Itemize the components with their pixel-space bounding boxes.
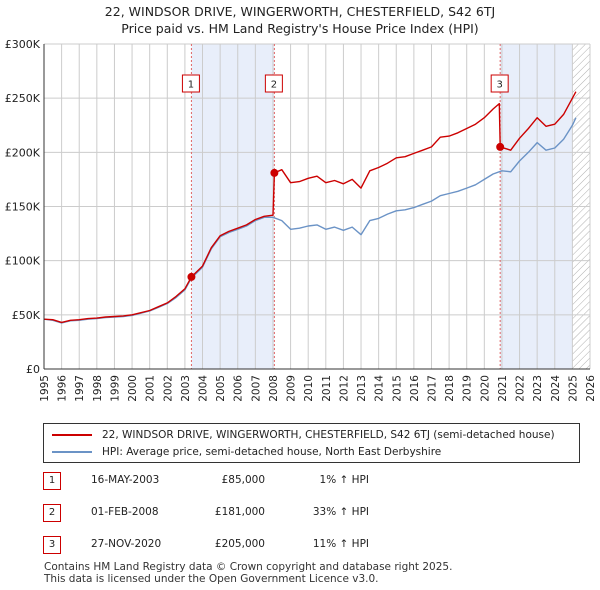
x-tick-label: 2001 (145, 375, 157, 402)
y-tick-label: £300K (5, 38, 41, 51)
x-tick-label: 2020 (479, 375, 491, 402)
transaction-date: 27-NOV-2020 (91, 538, 162, 550)
y-tick-label: £100K (5, 255, 41, 268)
transaction-point (496, 142, 505, 151)
x-tick-label: 1995 (39, 375, 51, 402)
legend-item-property: 22, WINDSOR DRIVE, WINGERWORTH, CHESTERF… (52, 427, 555, 443)
transaction-date: 01-FEB-2008 (91, 506, 159, 518)
chart-title: 22, WINDSOR DRIVE, WINGERWORTH, CHESTERF… (104, 4, 496, 19)
transaction-date: 16-MAY-2003 (91, 474, 160, 486)
footer-licence: This data is licensed under the Open Gov… (44, 573, 379, 585)
transaction-label-box (490, 74, 509, 93)
x-tick-label: 1996 (57, 375, 69, 402)
transaction-label-box (264, 74, 283, 93)
legend-label-hpi: HPI: Average price, semi-detached house,… (102, 446, 442, 458)
transaction-price: £85,000 (221, 474, 265, 486)
transaction-label-text: 2 (271, 80, 277, 91)
transaction-label-box (181, 74, 200, 93)
legend-item-hpi: HPI: Average price, semi-detached house,… (52, 444, 441, 460)
transaction-badge: 2 (43, 504, 61, 522)
x-tick-label: 1997 (74, 375, 86, 402)
x-tick-label: 2017 (426, 375, 438, 402)
x-tick-label: 2023 (532, 375, 544, 402)
transaction-point (187, 272, 196, 281)
hpi-series-line (43, 117, 577, 324)
x-tick-label: 2021 (497, 375, 509, 402)
x-tick-label: 2005 (215, 375, 227, 402)
x-tick-label: 2007 (250, 375, 262, 402)
x-tick-label: 1999 (109, 375, 121, 402)
transaction-label-text: 1 (188, 80, 194, 91)
transaction-hpi: 11% ↑ HPI (312, 538, 369, 550)
x-tick-label: 1998 (92, 375, 104, 402)
y-tick-label: £250K (5, 92, 41, 105)
x-tick-label: 2008 (268, 375, 280, 402)
legend-swatch-property (52, 434, 92, 436)
transaction-price: £181,000 (214, 506, 265, 518)
legend-label-property: 22, WINDSOR DRIVE, WINGERWORTH, CHESTERF… (102, 429, 555, 441)
transaction-point (270, 168, 279, 177)
x-tick-label: 2012 (338, 375, 350, 402)
x-tick-label: 2013 (356, 375, 368, 402)
x-tick-label: 2014 (374, 375, 386, 402)
x-tick-label: 2003 (180, 375, 192, 402)
y-tick-label: £0 (26, 363, 40, 376)
x-tick-label: 2026 (585, 375, 597, 402)
x-tick-label: 2016 (409, 375, 421, 402)
transaction-label: 3 (490, 74, 509, 93)
x-tick-label: 2009 (286, 375, 298, 402)
footer-copyright: Contains HM Land Registry data © Crown c… (44, 561, 453, 573)
x-tick-label: 2022 (515, 375, 527, 402)
x-tick-label: 2019 (462, 375, 474, 402)
price-chart: 1 2 3 £0 £50K £100K £150K £200K £250K £300K 1995 1… (5, 38, 597, 402)
legend: 22, WINDSOR DRIVE, WINGERWORTH, CHESTERF… (43, 423, 580, 463)
property-series-line (43, 91, 577, 324)
x-tick-label: 2004 (198, 375, 210, 402)
x-tick-label: 2010 (303, 375, 315, 402)
legend-swatch-hpi (52, 451, 92, 453)
transaction-price: £205,000 (214, 538, 265, 550)
transaction-label: 2 (264, 74, 283, 93)
transaction-hpi: 1% ↑ HPI (319, 474, 369, 486)
transaction-badge: 3 (43, 536, 61, 554)
transaction-label: 1 (181, 74, 200, 93)
y-tick-label: £200K (5, 146, 41, 159)
x-tick-label: 2002 (162, 375, 174, 402)
x-tick-label: 2015 (391, 375, 403, 402)
chart-subtitle: Price paid vs. HM Land Registry's House … (121, 21, 479, 36)
x-tick-label: 2011 (321, 375, 333, 402)
x-tick-label: 2006 (233, 375, 245, 402)
y-tick-label: £50K (12, 309, 41, 322)
x-tick-label: 2018 (444, 375, 456, 402)
transaction-label-text: 3 (496, 80, 502, 91)
x-tick-label: 2024 (550, 375, 562, 402)
transaction-badge: 1 (43, 472, 61, 490)
x-tick-label: 2000 (127, 375, 139, 402)
x-tick-label: 2025 (567, 375, 579, 402)
transaction-hpi: 33% ↑ HPI (312, 506, 369, 518)
y-tick-label: £150K (5, 201, 41, 214)
